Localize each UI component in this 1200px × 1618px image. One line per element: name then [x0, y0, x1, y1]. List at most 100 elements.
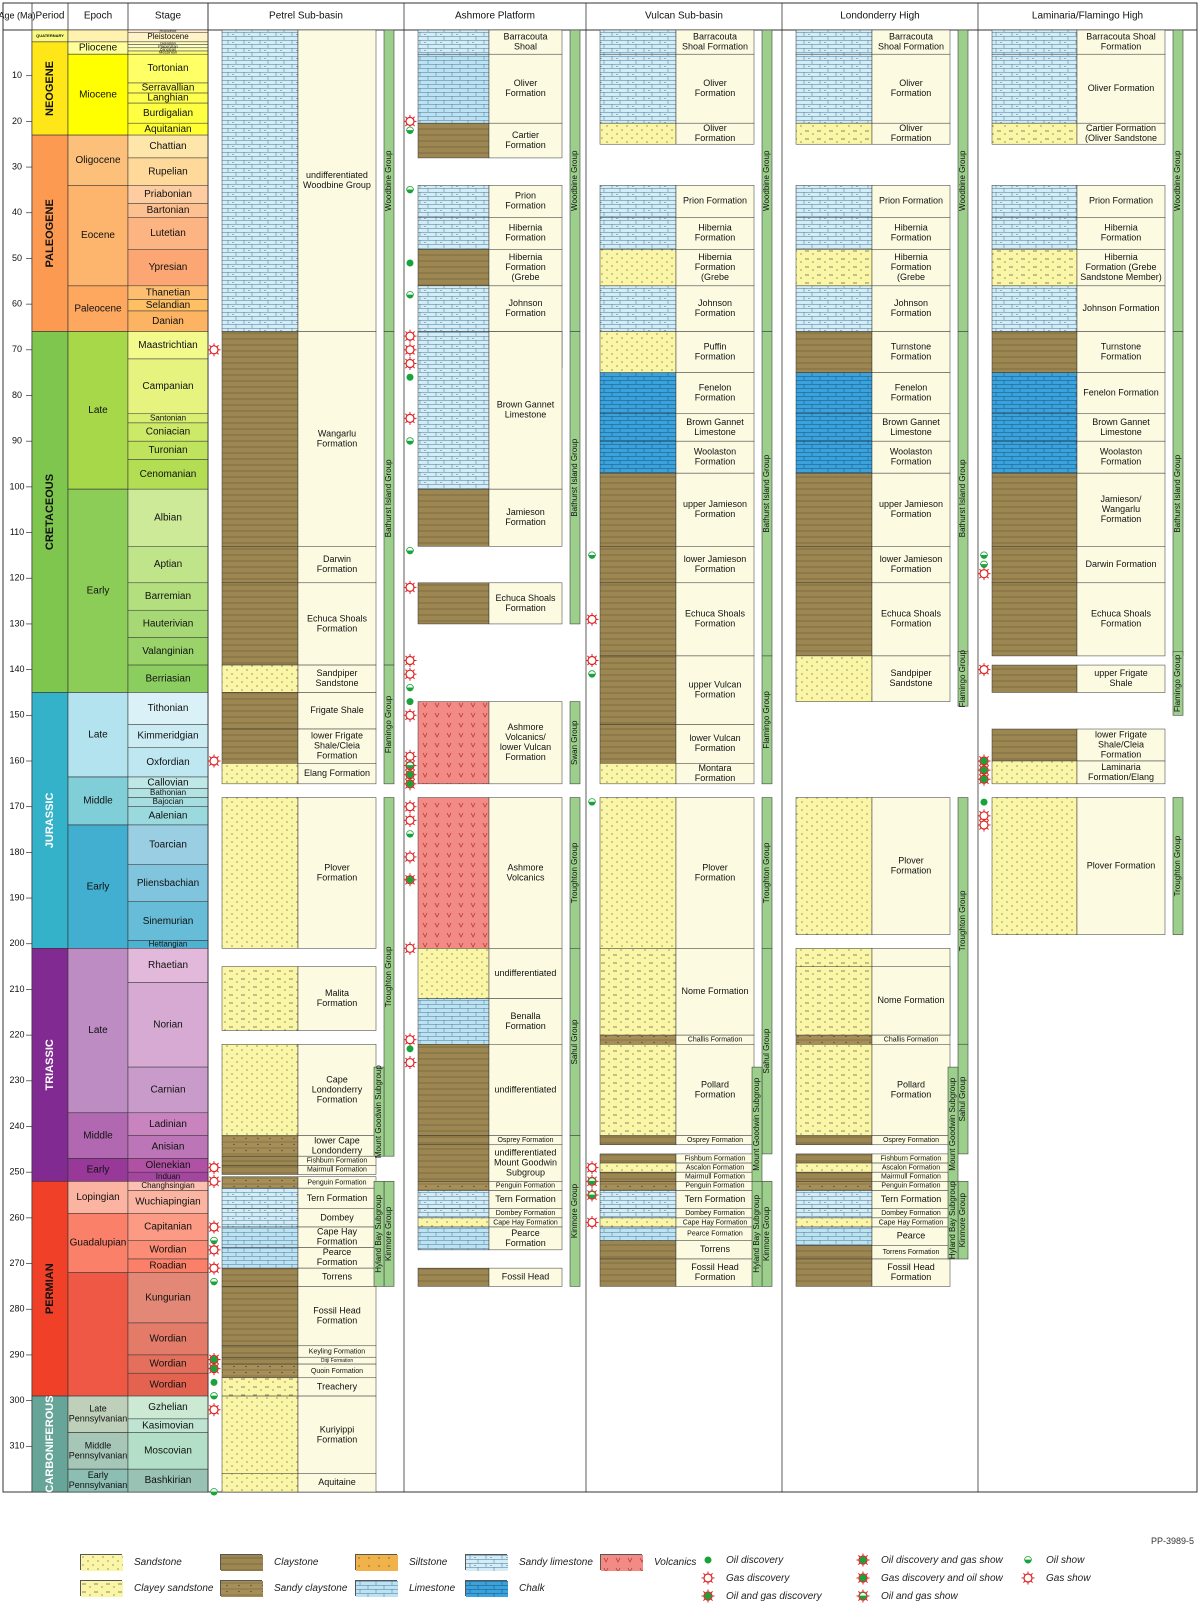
group-bar — [761, 948, 773, 1155]
unit-name: Formation — [505, 517, 546, 527]
unit-lithology — [417, 1181, 490, 1191]
stage-label: Wordian — [149, 1334, 186, 1345]
legend-item-clayey-sandstone: Clayey sandstone — [80, 1580, 214, 1597]
oil-discovery-icon — [704, 1556, 712, 1564]
unit-lithology — [221, 1176, 299, 1189]
stage-cell — [127, 459, 209, 490]
unit-lithology — [991, 29, 1078, 55]
stage-label: Induan — [156, 1172, 180, 1181]
group-label: Mount Goodwin Subgroup — [948, 1077, 957, 1171]
unit-lithology — [599, 53, 677, 124]
unit-name-box — [675, 372, 755, 415]
epoch-label: Early — [87, 1165, 110, 1176]
oil-discovery-icon — [980, 798, 988, 806]
stage-label: Priabonian — [144, 189, 192, 200]
unit-name: Wangarlu — [1102, 504, 1140, 514]
stage-cell — [127, 1213, 209, 1241]
stage-label: Piacenzian — [158, 43, 178, 48]
period-permian — [31, 1181, 69, 1397]
group-label: Kinmore Group — [762, 1206, 771, 1261]
unit-name: Hibernia — [509, 223, 543, 233]
unit-name: Formation — [317, 1094, 358, 1104]
oil-show-icon — [588, 670, 596, 678]
gas-show-icon — [1021, 1571, 1035, 1585]
half — [406, 291, 414, 296]
legend-item-claystone: Claystone — [220, 1554, 318, 1571]
unit-lithology — [599, 1044, 677, 1136]
half — [1024, 1556, 1032, 1561]
group-bar — [1172, 797, 1184, 935]
age-tick-label: 140 — [9, 664, 24, 674]
unit-name: Fossil Head — [887, 1262, 935, 1272]
unit-name: Brown Gannet — [497, 400, 555, 410]
half — [588, 674, 596, 678]
stage-cell — [127, 358, 209, 415]
stage-label: Wuchiapingian — [135, 1197, 200, 1208]
unit-name: Fossil Head — [313, 1305, 361, 1315]
ring — [979, 569, 989, 579]
chart-svg: Age (Ma) Period Epoch Stage 10 20 30 40 50 60 70 80… — [0, 2, 1198, 1496]
unit-name: lower Frigate — [311, 731, 363, 741]
ring — [979, 820, 989, 830]
half — [406, 441, 414, 445]
unit-name-box — [488, 249, 563, 287]
unit-lithology — [221, 1165, 299, 1175]
unit-name: Formation — [695, 1272, 736, 1282]
gas-show-icon — [585, 612, 599, 626]
ring — [405, 655, 415, 666]
unit-name: Darwin — [323, 554, 351, 564]
stage-label: Tortonian — [147, 63, 188, 74]
legend-swatch-pattern — [466, 1555, 508, 1571]
ring — [587, 655, 597, 666]
group-bar — [383, 664, 395, 785]
oil-discovery-and-gas-show-icon — [856, 1553, 870, 1567]
oil-show-icon — [210, 1392, 218, 1400]
epoch-label: Pliocene — [79, 43, 118, 54]
unit-name-box — [488, 29, 563, 55]
unit-name-box — [297, 763, 377, 785]
gas-show-icon — [403, 653, 417, 667]
oil-show-icon — [980, 560, 988, 569]
unit-lithology — [991, 664, 1078, 693]
unit-lithology — [599, 1226, 677, 1241]
legend-swatch-pattern — [466, 1581, 508, 1597]
group-label: Mount Goodwin Subgroup — [374, 1065, 383, 1159]
unit-name-box — [675, 1044, 755, 1136]
half — [210, 1277, 218, 1283]
oil-show-icon — [406, 437, 414, 445]
stage-label: Bajocian — [153, 797, 184, 806]
group-label: Bathurst Island Group — [384, 459, 393, 537]
stage-cell — [127, 948, 209, 983]
unit-name-box — [871, 546, 951, 584]
half — [588, 802, 596, 806]
legend-label: Gas show — [1046, 1572, 1091, 1584]
oil-and-gas-discovery-icon — [207, 1353, 221, 1367]
age-tick-label: 240 — [9, 1121, 24, 1131]
unit-name-box — [488, 1144, 563, 1182]
unit-name-box — [488, 331, 563, 490]
basin-header: Ashmore Platform — [455, 11, 535, 22]
stage-label: Hettangian — [149, 940, 188, 949]
stage-label: Bathonian — [150, 788, 186, 797]
legend-item-oil-and-gas-discovery: Oil and gas discovery — [700, 1588, 822, 1604]
half — [1024, 1560, 1032, 1564]
dot — [406, 373, 414, 381]
unit-lithology — [599, 331, 677, 373]
ring — [405, 1035, 415, 1045]
epoch-label: Middle — [85, 1440, 112, 1450]
unit-name-box — [488, 948, 563, 999]
unit-name: Hibernia — [509, 252, 543, 262]
stage-label: Anisian — [152, 1142, 185, 1153]
ring — [405, 815, 415, 825]
unit-name: Prion — [515, 191, 536, 201]
group-label: Woodbine Group — [958, 150, 967, 211]
unit-lithology — [221, 664, 299, 693]
unit-name-box — [1076, 760, 1166, 785]
group-label: Hyland Bay Subgroup — [752, 1194, 761, 1272]
half — [406, 765, 414, 770]
unit-name: Osprey Formation — [687, 1137, 743, 1144]
gas-discovery-icon — [207, 1174, 221, 1188]
unit-lithology — [221, 29, 299, 332]
unit-name: Fenelon Formation — [1083, 388, 1159, 398]
